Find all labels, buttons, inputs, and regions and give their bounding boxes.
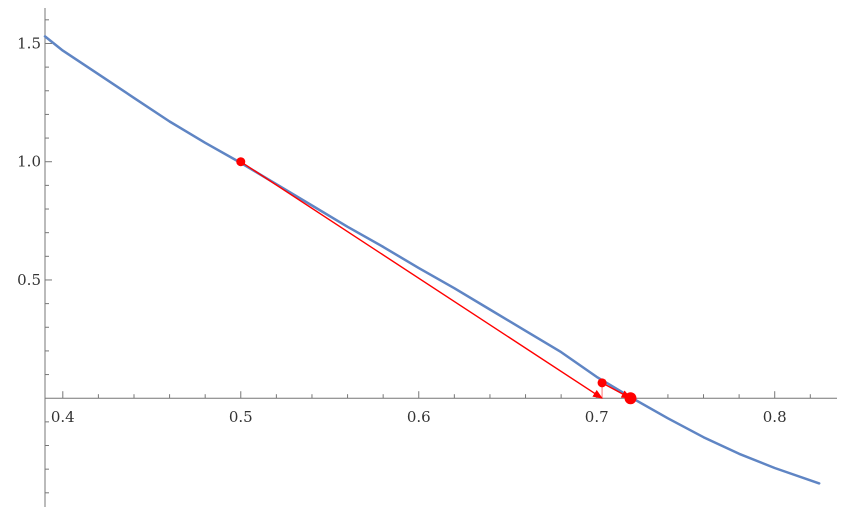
series-layer [43, 35, 821, 485]
iteration-point [597, 378, 607, 388]
annotation-layer [236, 157, 637, 405]
x-tick-label: 0.7 [585, 408, 609, 426]
x-tick-label: 0.8 [763, 408, 787, 426]
y-tick-label: 0.5 [17, 271, 41, 289]
tangent-arrow [240, 161, 603, 399]
iteration-point [236, 157, 246, 167]
x-tick-label: 0.6 [407, 408, 431, 426]
y-tick-label: 1.5 [17, 34, 41, 52]
iteration-point [624, 392, 637, 405]
x-tick-label: 0.5 [229, 408, 253, 426]
y-tick-label: 1.0 [17, 153, 41, 171]
curve-line [43, 35, 821, 485]
axes: 0.4 0.5 0.6 0.7 0.8 0.5 1.0 1.5 [17, 8, 837, 507]
x-tick-label: 0.4 [51, 408, 75, 426]
